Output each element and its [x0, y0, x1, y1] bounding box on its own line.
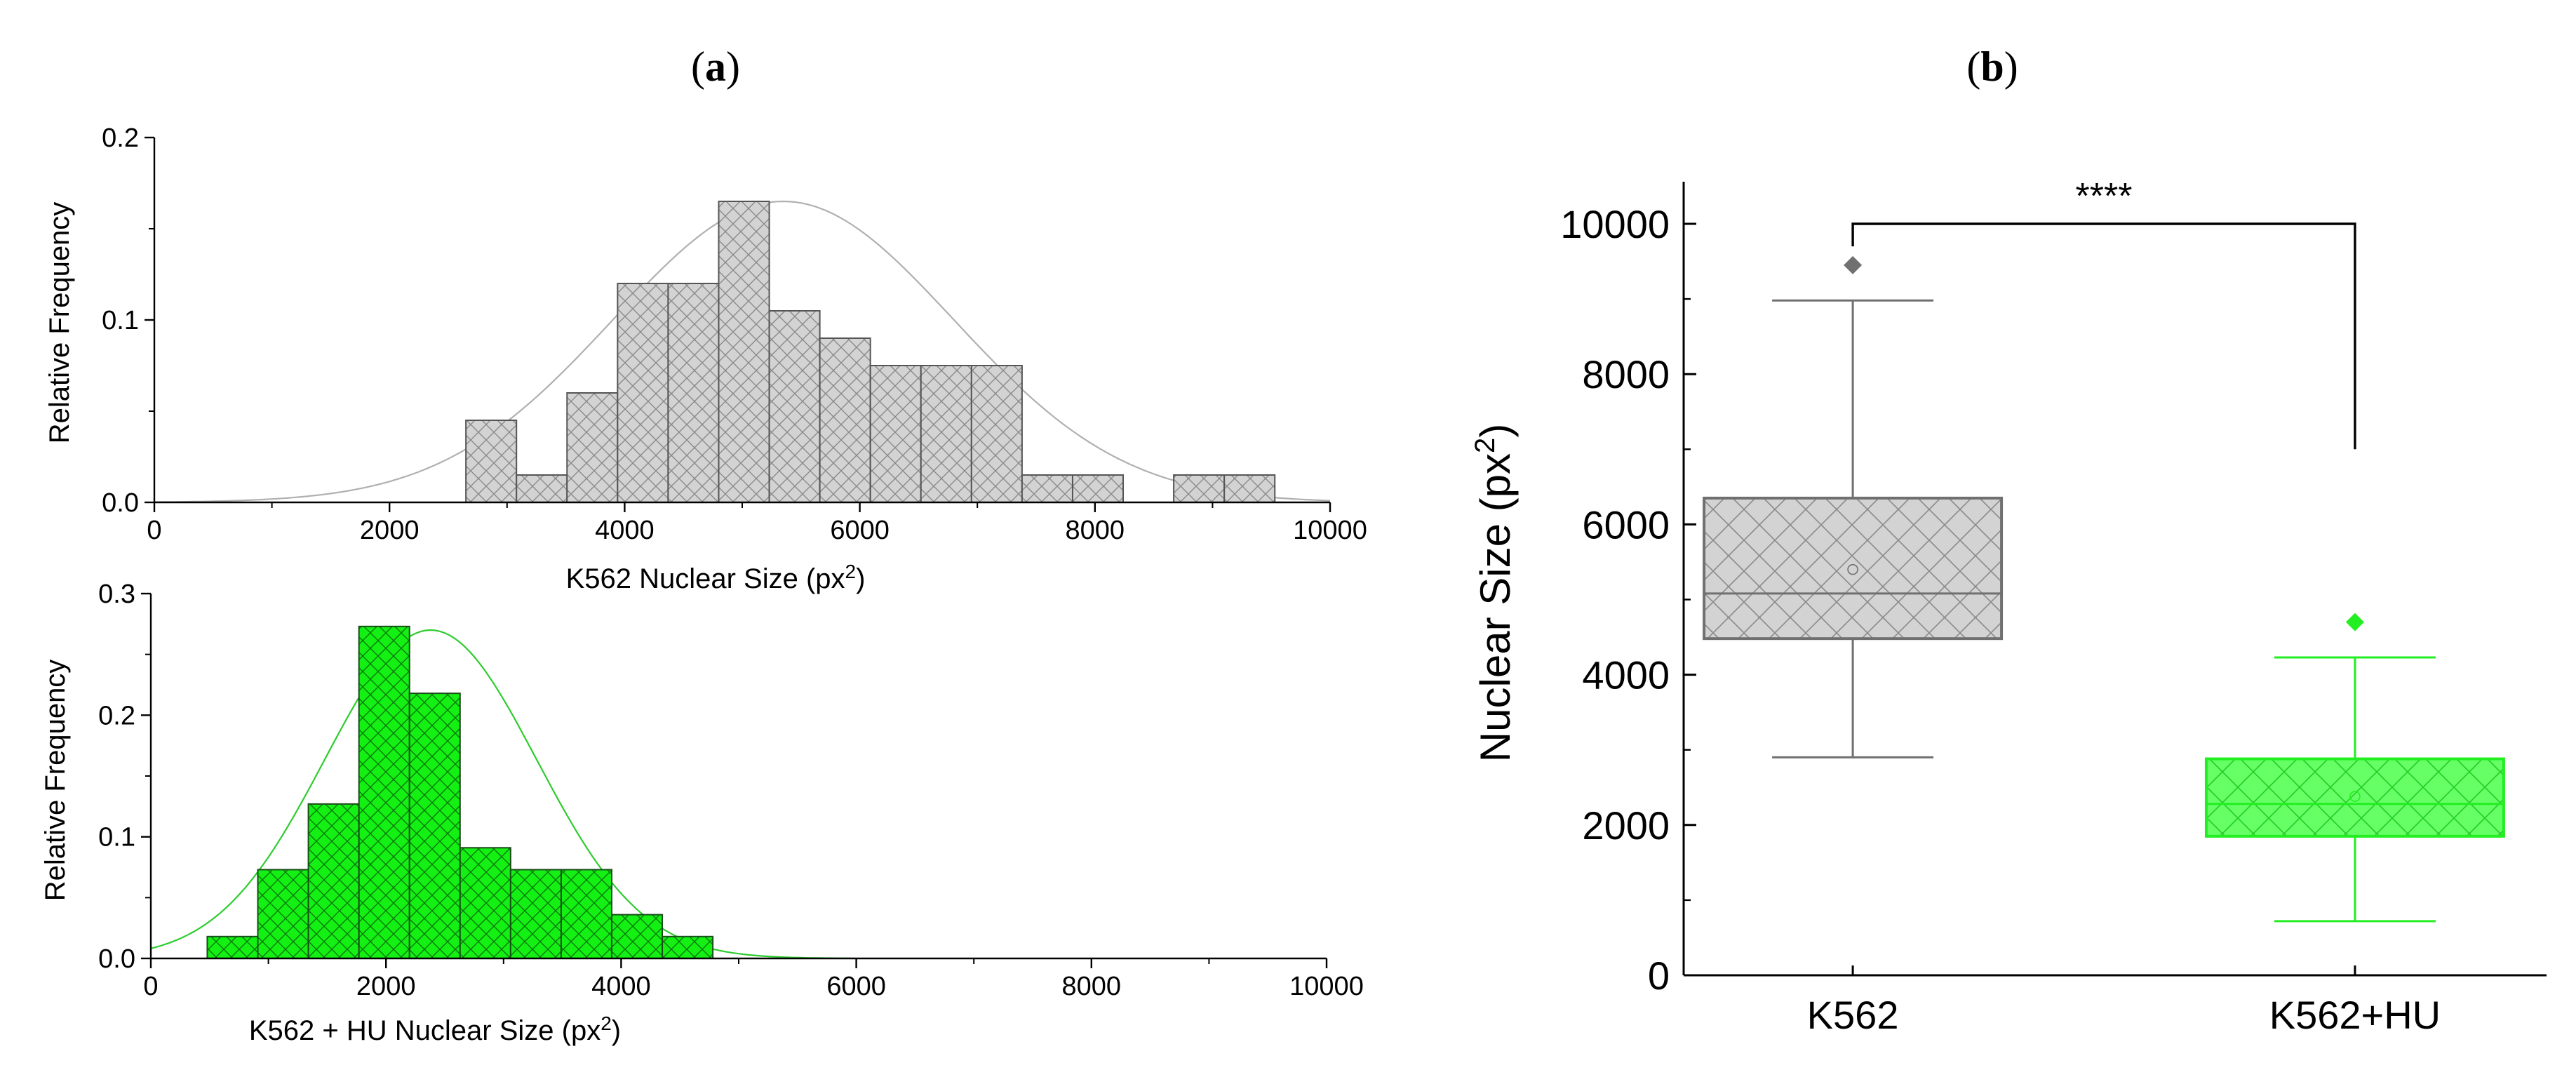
- mean-marker: [2349, 791, 2361, 802]
- y-tick-label: 2000: [1582, 803, 1670, 848]
- histogram-bar: [257, 869, 309, 960]
- x-axis-title: K562 + HU Nuclear Size (px2): [249, 1012, 621, 1046]
- x-tick-label: 8000: [1062, 972, 1122, 1001]
- bars-group: [465, 201, 1276, 503]
- histogram-k562: 0 2000 4000 6000 8000 10000 0.0 0.1 0.2 K562 Nuc…: [44, 123, 1367, 594]
- x-tick-label: 6000: [830, 516, 890, 545]
- bars-group: [206, 625, 714, 960]
- histogram-bar: [566, 392, 619, 503]
- histogram-bar: [408, 693, 461, 960]
- y-tick-label: 0.0: [98, 944, 135, 974]
- histogram-bar: [819, 337, 871, 503]
- histogram-bar: [206, 935, 259, 960]
- y-tick-label: 4000: [1582, 653, 1670, 697]
- histogram-bar: [459, 847, 511, 960]
- histogram-bar: [610, 914, 664, 959]
- significance-label: ****: [2076, 176, 2133, 217]
- histogram-bar: [617, 283, 669, 503]
- x-tick-label: 2000: [360, 516, 420, 545]
- histogram-bar: [662, 935, 714, 960]
- y-tick-label: 0.3: [98, 580, 135, 609]
- x-axis-title: K562 Nuclear Size (px2): [566, 561, 866, 594]
- y-tick-label: 0.1: [102, 306, 139, 335]
- y-axis-title: Relative Frequency: [44, 202, 75, 444]
- y-tick-label: 0: [1648, 954, 1670, 998]
- histogram-bar: [667, 283, 720, 503]
- histogram-bar: [768, 310, 821, 503]
- histogram-bar: [465, 420, 518, 503]
- outlier-point: [1844, 255, 1863, 274]
- y-tick-label: 8000: [1582, 352, 1670, 396]
- box-iqr: [1703, 496, 2004, 641]
- boxes-group: [1703, 255, 2505, 923]
- x-tick-label: 4000: [591, 972, 651, 1001]
- histogram-bar: [1021, 474, 1073, 503]
- y-tick-label: 0.2: [98, 701, 135, 730]
- box-iqr: [2204, 757, 2505, 838]
- y-axis-title: Relative Frequency: [40, 660, 71, 902]
- axes-group: 0 2000 4000 6000 8000 10000 0.0 0.1 0.2: [102, 123, 1367, 545]
- x-tick-label: K562: [1807, 993, 1899, 1037]
- histogram-bar: [869, 365, 922, 503]
- fit-curve-group: [150, 629, 852, 959]
- x-tick-label: 8000: [1066, 516, 1125, 545]
- histogram-bar: [920, 365, 972, 503]
- histogram-bar: [509, 869, 562, 960]
- histogram-bar: [358, 625, 410, 959]
- y-tick-label: 0.2: [102, 123, 139, 153]
- x-tick-label: 10000: [1289, 972, 1364, 1001]
- panel-a-letter: a: [705, 44, 726, 90]
- y-axis-title: Nuclear Size (px2): [1470, 424, 1519, 762]
- panel-label-a: (a): [691, 44, 740, 90]
- histogram-bar: [1173, 474, 1226, 503]
- x-tick-label: K562+HU: [2269, 993, 2441, 1037]
- axes-group: 0 2000 4000 6000 8000 10000 0.0 0.1 0.2 0.3: [98, 580, 1364, 1001]
- axes-group: 0 2000 4000 6000 8000 10000 K562 K562+HU: [1560, 182, 2547, 1037]
- x-tick-label: 0: [147, 516, 161, 545]
- histogram-bar: [718, 201, 770, 503]
- x-tick-label: 10000: [1293, 516, 1367, 545]
- histogram-k562-hu: 0 2000 4000 6000 8000 10000 0.0 0.1 0.2 0.3 K562 …: [40, 580, 1364, 1046]
- histogram-bar: [307, 803, 360, 960]
- histogram-bar: [516, 474, 568, 503]
- fit-curve: [150, 629, 852, 959]
- x-tick-label: 6000: [826, 972, 886, 1001]
- y-tick-label: 6000: [1582, 502, 1670, 547]
- panel-b-letter: b: [1980, 44, 2004, 90]
- significance-bracket: [1851, 222, 2356, 450]
- panel-label-b: (b): [1966, 44, 2018, 90]
- outlier-point: [2345, 613, 2364, 631]
- mean-marker: [1847, 563, 1858, 575]
- histogram-bar: [1071, 474, 1125, 503]
- histogram-bar: [970, 365, 1023, 503]
- x-tick-label: 4000: [595, 516, 655, 545]
- histogram-bar: [560, 869, 612, 960]
- histogram-bar: [1223, 474, 1276, 503]
- y-tick-label: 10000: [1560, 202, 1670, 246]
- y-tick-label: 0.0: [102, 488, 139, 518]
- y-tick-label: 0.1: [98, 823, 135, 852]
- boxplot-nuclear-size: 0 2000 4000 6000 8000 10000 K562 K562+HU **** N…: [1470, 176, 2547, 1037]
- x-tick-label: 2000: [356, 972, 416, 1001]
- significance-group: ****: [1851, 176, 2356, 450]
- x-tick-label: 0: [143, 972, 158, 1001]
